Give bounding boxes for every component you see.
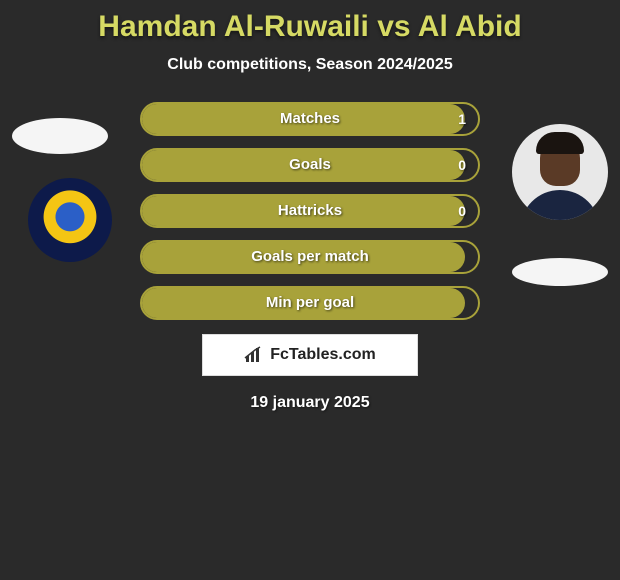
stat-row: Matches1 (140, 102, 480, 136)
stat-value-right: 0 (458, 194, 466, 228)
subtitle: Club competitions, Season 2024/2025 (0, 56, 620, 74)
stat-value-right: 1 (458, 102, 466, 136)
stat-row: Hattricks0 (140, 194, 480, 228)
date-line: 19 january 2025 (0, 394, 620, 412)
stat-label: Hattricks (140, 194, 480, 228)
stat-row: Min per goal (140, 286, 480, 320)
stat-label: Matches (140, 102, 480, 136)
stat-label: Goals (140, 148, 480, 182)
brand-badge[interactable]: FcTables.com (202, 334, 418, 376)
stat-label: Min per goal (140, 286, 480, 320)
stats-area: Matches1Goals0Hattricks0Goals per matchM… (0, 102, 620, 320)
stat-row: Goals0 (140, 148, 480, 182)
brand-text: FcTables.com (270, 346, 376, 364)
stat-label: Goals per match (140, 240, 480, 274)
page-title: Hamdan Al-Ruwaili vs Al Abid (0, 0, 620, 44)
stat-value-right: 0 (458, 148, 466, 182)
stat-row: Goals per match (140, 240, 480, 274)
bar-chart-icon (244, 346, 264, 364)
